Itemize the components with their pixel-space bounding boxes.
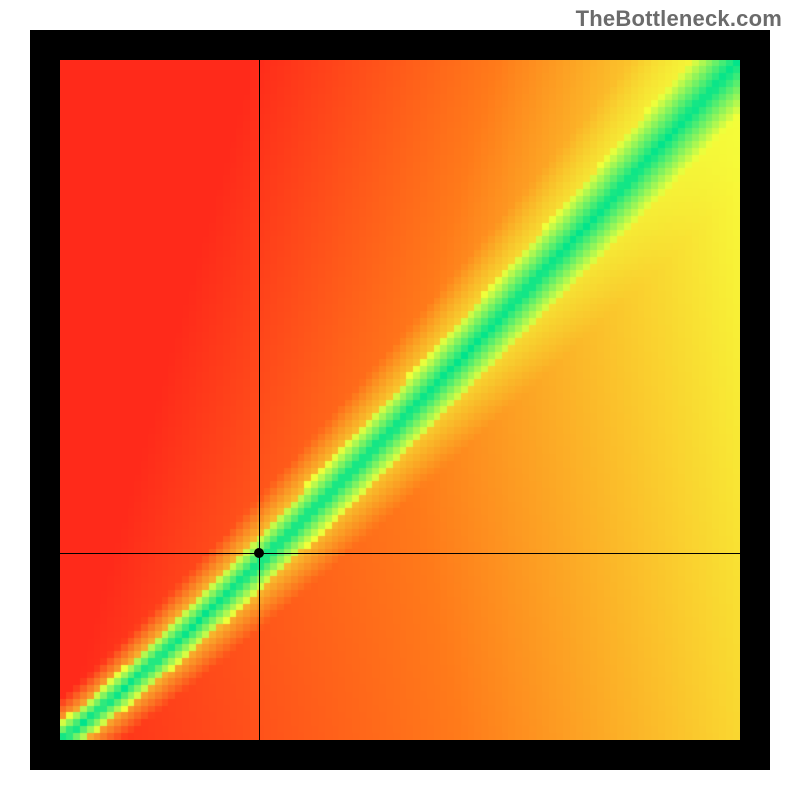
heatmap-canvas <box>60 60 740 740</box>
crosshair-horizontal <box>60 553 740 554</box>
crosshair-vertical <box>259 60 260 740</box>
focus-marker <box>254 548 264 558</box>
watermark-text: TheBottleneck.com <box>576 6 782 32</box>
plot-frame <box>30 30 770 770</box>
chart-container: TheBottleneck.com <box>0 0 800 800</box>
